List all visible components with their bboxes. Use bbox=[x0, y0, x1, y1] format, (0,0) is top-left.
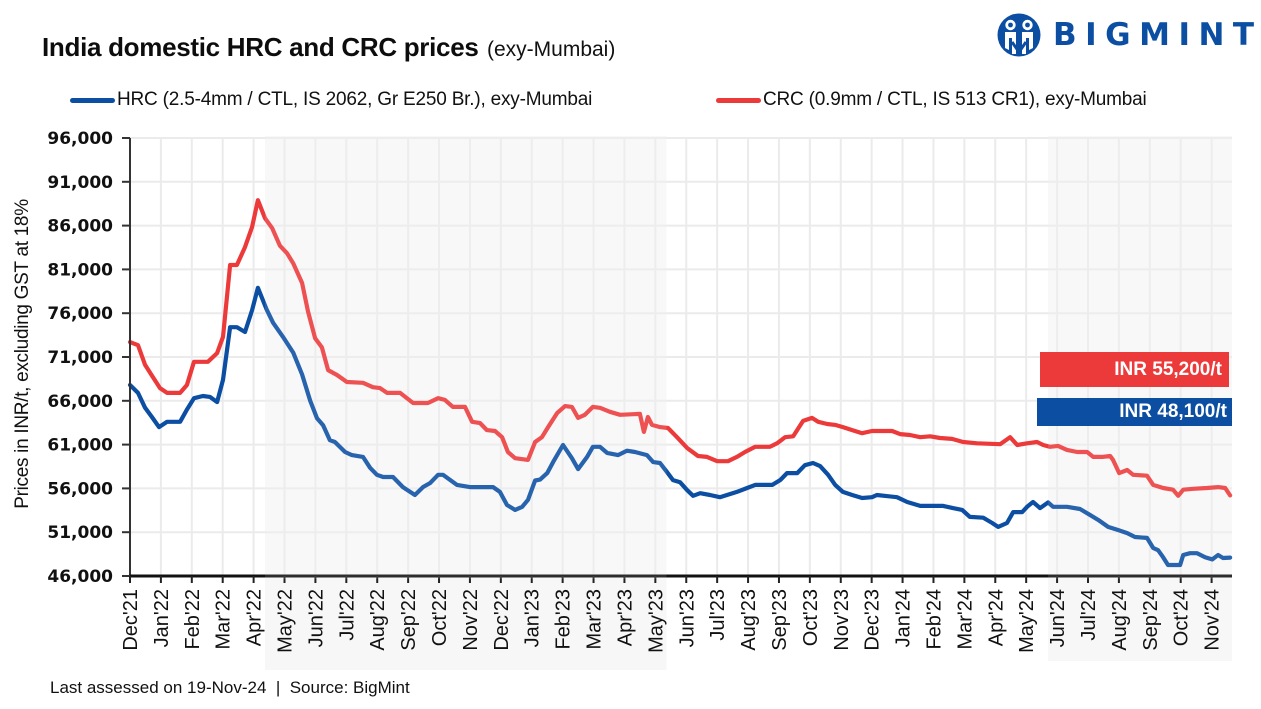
hrc-price-line bbox=[127, 285, 1233, 568]
legend-swatch-crc bbox=[716, 98, 761, 103]
x-tick-label: Jun'22 bbox=[305, 589, 327, 647]
x-tick-label: Jun'23 bbox=[676, 589, 698, 647]
axes bbox=[122, 137, 1232, 583]
shaded-period-overlay bbox=[265, 136, 667, 579]
x-tick-label: Mar'24 bbox=[954, 589, 976, 650]
last-value-label-crc: INR 55,200/t bbox=[1040, 352, 1229, 387]
gridlines bbox=[130, 137, 1232, 576]
x-tick-label: Dec'23 bbox=[862, 589, 884, 651]
x-tick-label: Oct'22 bbox=[429, 589, 451, 646]
y-tick-label: 61,000 bbox=[47, 436, 113, 456]
x-tick-label: Jan'24 bbox=[893, 589, 915, 647]
y-tick-label: 66,000 bbox=[47, 392, 113, 412]
y-axis-title: Prices in INR/t, excluding GST at 18% bbox=[12, 199, 33, 509]
x-tick-label: Aug'22 bbox=[367, 589, 389, 651]
x-tick-label: Nov'24 bbox=[1202, 589, 1224, 651]
footer-note: Last assessed on 19-Nov-24 | Source: Big… bbox=[50, 678, 410, 697]
x-tick-label: Oct'23 bbox=[800, 589, 822, 646]
legend-item-crc: CRC (0.9mm / CTL, IS 513 CR1), exy-Mumba… bbox=[716, 89, 1216, 111]
x-tick-label: Sep'23 bbox=[769, 589, 791, 651]
x-tick-label: Nov'23 bbox=[831, 589, 853, 651]
x-tick-label: Mar'23 bbox=[584, 589, 606, 650]
x-tick-label: Aug'24 bbox=[1109, 589, 1131, 651]
y-tick-label: 46,000 bbox=[47, 567, 113, 587]
legend-label-hrc: HRC (2.5-4mm / CTL, IS 2062, Gr E250 Br.… bbox=[117, 89, 593, 110]
x-tick-label: May'22 bbox=[275, 589, 297, 653]
tick-labels: 46,000 51,000 56,000 61,000 66,000 71,000 76,0… bbox=[12, 129, 1224, 653]
legend-swatch-hrc bbox=[70, 98, 115, 103]
y-tick-label: 71,000 bbox=[47, 348, 113, 368]
x-tick-label: Jan'23 bbox=[522, 589, 544, 647]
y-tick-label: 56,000 bbox=[47, 479, 113, 499]
x-tick-label: Dec'21 bbox=[120, 589, 142, 651]
x-tick-label: May'24 bbox=[1016, 589, 1038, 653]
y-tick-label: 76,000 bbox=[47, 304, 113, 324]
bigmint-logo-icon bbox=[997, 13, 1041, 57]
x-tick-label: Sep'24 bbox=[1140, 589, 1162, 651]
x-tick-label: Jul'24 bbox=[1078, 589, 1100, 641]
legend-label-crc: CRC (0.9mm / CTL, IS 513 CR1), exy-Mumba… bbox=[763, 89, 1147, 110]
x-tick-label: Aug'23 bbox=[738, 589, 760, 651]
last-value-label-hrc: INR 48,100/t bbox=[1037, 398, 1232, 426]
bigmint-logo: BIGMINT bbox=[996, 10, 1256, 58]
x-tick-label: Mar'22 bbox=[213, 589, 235, 650]
x-tick-label: Feb'22 bbox=[182, 589, 204, 650]
chart-title-suffix: (exy-Mumbai) bbox=[486, 38, 616, 61]
x-tick-label: Dec'22 bbox=[491, 589, 513, 651]
x-tick-label: Feb'23 bbox=[553, 589, 575, 650]
x-tick-label: Apr'24 bbox=[985, 589, 1007, 646]
legend-item-hrc: HRC (2.5-4mm / CTL, IS 2062, Gr E250 Br.… bbox=[70, 89, 690, 111]
y-tick-label: 86,000 bbox=[47, 217, 113, 237]
chart-title-main: India domestic HRC and CRC prices bbox=[42, 32, 479, 62]
y-tick-label: 81,000 bbox=[47, 260, 113, 280]
y-tick-label: 96,000 bbox=[47, 129, 113, 149]
x-tick-label: May'23 bbox=[645, 589, 667, 653]
x-tick-label: Jun'24 bbox=[1047, 589, 1069, 647]
chart-title: India domestic HRC and CRC prices (exy-M… bbox=[42, 30, 615, 69]
x-tick-label: Sep'22 bbox=[398, 589, 420, 651]
x-tick-label: Apr'23 bbox=[614, 589, 636, 646]
y-tick-label: 51,000 bbox=[47, 523, 113, 543]
x-tick-label: Jul'22 bbox=[336, 589, 358, 641]
x-tick-label: Feb'24 bbox=[923, 589, 945, 650]
logo-text: BIGMINT bbox=[1053, 17, 1261, 53]
x-tick-label: Jul'23 bbox=[707, 589, 729, 641]
x-tick-label: Jan'22 bbox=[151, 589, 173, 647]
series-lines bbox=[127, 198, 1233, 568]
x-tick-label: Nov'22 bbox=[460, 589, 482, 651]
x-tick-label: Oct'24 bbox=[1171, 589, 1193, 646]
x-tick-label: Apr'22 bbox=[244, 589, 266, 646]
y-tick-label: 91,000 bbox=[47, 173, 113, 193]
crc-price-line bbox=[127, 198, 1233, 498]
